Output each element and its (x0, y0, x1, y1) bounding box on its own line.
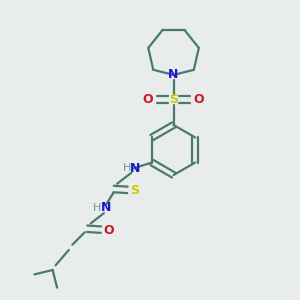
Text: O: O (194, 93, 205, 106)
Text: O: O (104, 224, 115, 237)
Text: S: S (130, 184, 140, 197)
Text: N: N (101, 201, 111, 214)
Text: O: O (142, 93, 153, 106)
Text: N: N (168, 68, 179, 81)
Text: N: N (130, 162, 140, 175)
Text: H: H (93, 202, 101, 213)
Text: H: H (123, 164, 132, 173)
Text: S: S (169, 93, 178, 106)
